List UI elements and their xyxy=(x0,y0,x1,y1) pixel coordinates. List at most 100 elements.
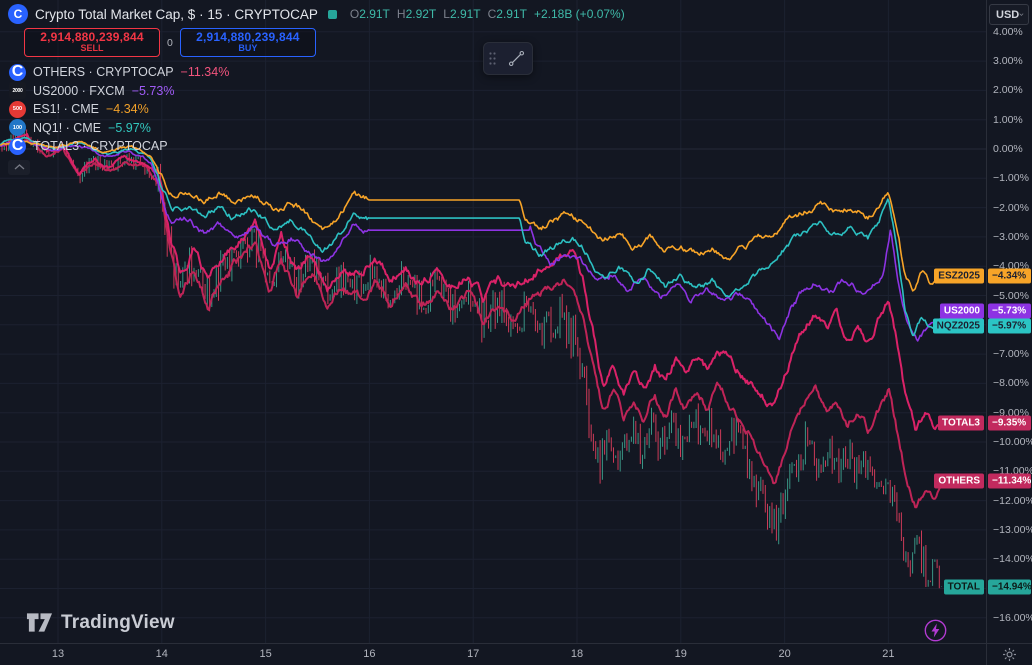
time-tick-label: 20 xyxy=(778,648,791,660)
symbol-label-others: OTHERS xyxy=(934,473,984,489)
lightning-bolt-icon xyxy=(924,619,947,642)
price-tick-label: −1.00% xyxy=(993,172,1029,185)
time-tick-label: 17 xyxy=(467,648,480,660)
legend-symbol-name: US2000 · FXCM xyxy=(33,83,125,98)
cryptocap-logo-icon: C xyxy=(9,137,26,155)
series-line-total3 xyxy=(0,133,944,431)
low-label: L xyxy=(443,7,450,21)
buy-label: BUY xyxy=(238,42,258,53)
legend-change-value: −4.34% xyxy=(106,102,149,117)
price-tick-label: −13.00% xyxy=(993,523,1032,536)
tradingview-logo-icon xyxy=(26,613,53,632)
legend-symbol-name: NQ1! · CME xyxy=(33,120,102,135)
high-label: H xyxy=(396,7,406,21)
price-tick-label: −3.00% xyxy=(993,230,1029,243)
series-line-us2000 xyxy=(0,140,944,342)
chevron-up-icon xyxy=(14,164,24,170)
price-tick-label: −14.00% xyxy=(993,553,1032,566)
legend-item-others[interactable]: C OTHERS · CRYPTOCAP −11.34% xyxy=(9,63,632,82)
tradingview-logo[interactable]: TradingView xyxy=(26,611,175,634)
close-value: 2.91T xyxy=(496,7,527,21)
last-value-label-total: −14.94% xyxy=(988,579,1032,595)
time-scale[interactable]: 13 14 15 16 17 18 19 20 21 xyxy=(0,643,986,665)
chevron-down-icon xyxy=(1019,13,1024,16)
scale-settings-corner[interactable] xyxy=(986,643,1032,665)
compare-legend: C OTHERS · CRYPTOCAP −11.34% 2000 US2000… xyxy=(8,63,632,156)
series-line-es xyxy=(0,139,944,292)
legend-change-value: −11.34% xyxy=(180,65,230,80)
price-tick-label: 4.00% xyxy=(993,25,1023,38)
price-tick-label: 3.00% xyxy=(993,55,1023,68)
market-status-icon[interactable] xyxy=(327,9,337,19)
time-tick-label: 14 xyxy=(155,648,168,660)
price-tick-label: −12.00% xyxy=(993,494,1032,507)
low-value: 2.91T xyxy=(449,7,481,21)
price-tick-label: −2.00% xyxy=(993,201,1029,214)
price-tick-label: 1.00% xyxy=(993,113,1023,126)
legend-item-nq1[interactable]: 100 NQ1! · CME −5.97% xyxy=(9,119,632,138)
buy-button[interactable]: 2,914,880,239,844 BUY xyxy=(179,28,316,58)
symbol-label-total: TOTAL xyxy=(943,579,984,595)
legend-collapse-button[interactable] xyxy=(8,159,30,175)
change-value: +2.18B (+0.07%) xyxy=(533,7,625,21)
currency-label: USD xyxy=(996,8,1020,21)
trendline-tool-button[interactable] xyxy=(500,43,532,74)
legend-change-value: −5.73% xyxy=(131,83,175,98)
tradingview-logo-text: TradingView xyxy=(61,611,175,633)
last-value-label-us2000: −5.73% xyxy=(988,303,1031,319)
symbol-label-esz2025: ESZ2025 xyxy=(934,268,984,284)
last-value-label-nqz2025: −5.97% xyxy=(988,318,1031,334)
symbol-label-us2000: US2000 xyxy=(939,303,984,319)
legend-item-us2000[interactable]: 2000 US2000 · FXCM −5.73% xyxy=(9,82,632,101)
last-value-label-others: −11.34% xyxy=(988,473,1031,489)
sell-button[interactable]: 2,914,880,239,844 SELL xyxy=(24,28,160,58)
floating-drawing-toolbar xyxy=(483,42,533,75)
symbol-title[interactable]: Crypto Total Market Cap, $ · 15 · CRYPTO… xyxy=(35,6,318,22)
price-tick-label: 2.00% xyxy=(993,84,1023,97)
time-tick-label: 16 xyxy=(363,648,376,660)
price-tick-label: −16.00% xyxy=(993,611,1032,624)
time-tick-label: 19 xyxy=(674,648,687,660)
sp500-logo-icon: 500 xyxy=(9,100,26,118)
price-tick-label: −10.00% xyxy=(993,436,1032,448)
legend-item-total3[interactable]: C TOTAL3 · CRYPTOCAP xyxy=(9,137,632,156)
toolbar-drag-handle-icon[interactable] xyxy=(484,43,500,74)
open-label: O xyxy=(349,7,360,21)
time-tick-label: 15 xyxy=(259,648,272,660)
ohlc-values: O2.91T H2.92T L2.91T C2.91T +2.18B (+0.0… xyxy=(350,7,632,21)
cryptocap-logo-icon: C xyxy=(9,63,26,81)
open-value: 2.91T xyxy=(359,7,390,21)
instant-trading-button[interactable] xyxy=(924,619,947,647)
last-value-label-esz2025: −4.34% xyxy=(988,268,1031,284)
time-tick-label: 13 xyxy=(51,648,65,660)
trendline-icon xyxy=(508,50,524,67)
time-tick-label: 21 xyxy=(882,648,895,660)
sell-price: 2,914,880,239,844 xyxy=(40,30,144,44)
price-tick-label: −5.00% xyxy=(993,289,1029,302)
candles-down-total xyxy=(1,129,940,589)
buy-price: 2,914,880,239,844 xyxy=(196,30,300,44)
nasdaq100-logo-icon: 100 xyxy=(9,119,26,137)
legend-symbol-name: ES1! · CME xyxy=(33,102,99,117)
symbol-label-total3: TOTAL3 xyxy=(938,415,984,431)
trade-panel: 2,914,880,239,844 SELL 0 2,914,880,239,8… xyxy=(24,28,632,58)
time-tick-label: 18 xyxy=(570,648,584,660)
us2000-logo-icon: 2000 xyxy=(9,82,26,100)
cryptocap-logo-icon: C xyxy=(8,4,28,24)
price-tick-label: 0.00% xyxy=(993,143,1023,155)
price-scale[interactable]: USD 4.00% 3.00% 2.00% 1.00% 0.00% −1.00% −2.00… xyxy=(986,0,1032,643)
currency-dropdown[interactable]: USD xyxy=(989,4,1029,25)
series-line-others xyxy=(0,138,944,509)
series-line-nq xyxy=(0,136,944,337)
chart-header: C Crypto Total Market Cap, $ · 15 · CRYP… xyxy=(8,4,632,175)
last-value-label-total3: −9.35% xyxy=(988,415,1031,431)
close-label: C xyxy=(487,7,497,21)
high-value: 2.92T xyxy=(405,7,437,21)
legend-symbol-name: OTHERS · CRYPTOCAP xyxy=(33,65,174,80)
symbol-label-nqz2025: NQZ2025 xyxy=(932,318,984,334)
chart-canvas[interactable] xyxy=(0,0,986,643)
legend-symbol-name: TOTAL3 · CRYPTOCAP xyxy=(33,139,168,154)
legend-item-es1[interactable]: 500 ES1! · CME −4.34% xyxy=(9,100,632,119)
price-tick-label: −7.00% xyxy=(993,348,1029,361)
grid xyxy=(0,0,986,643)
